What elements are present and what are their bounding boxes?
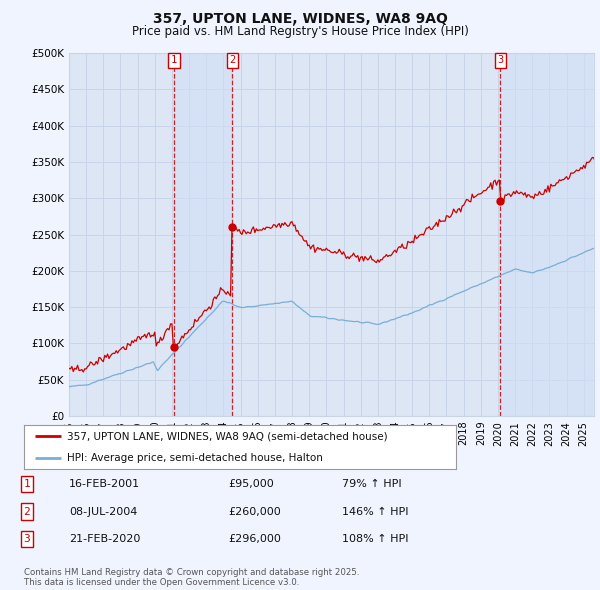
Text: 357, UPTON LANE, WIDNES, WA8 9AQ (semi-detached house): 357, UPTON LANE, WIDNES, WA8 9AQ (semi-d… [67,431,388,441]
Text: HPI: Average price, semi-detached house, Halton: HPI: Average price, semi-detached house,… [67,453,323,463]
Text: 3: 3 [23,535,31,544]
Text: 1: 1 [23,479,31,489]
Text: Price paid vs. HM Land Registry's House Price Index (HPI): Price paid vs. HM Land Registry's House … [131,25,469,38]
Text: 16-FEB-2001: 16-FEB-2001 [69,479,140,489]
Text: 146% ↑ HPI: 146% ↑ HPI [342,507,409,516]
Text: 108% ↑ HPI: 108% ↑ HPI [342,535,409,544]
Text: £296,000: £296,000 [228,535,281,544]
Text: 3: 3 [497,55,503,65]
Text: 08-JUL-2004: 08-JUL-2004 [69,507,137,516]
Text: 357, UPTON LANE, WIDNES, WA8 9AQ: 357, UPTON LANE, WIDNES, WA8 9AQ [152,12,448,26]
Bar [174,53,232,416]
Text: Contains HM Land Registry data © Crown copyright and database right 2025.
This d: Contains HM Land Registry data © Crown c… [24,568,359,587]
Text: 79% ↑ HPI: 79% ↑ HPI [342,479,401,489]
Text: 21-FEB-2020: 21-FEB-2020 [69,535,140,544]
Text: £260,000: £260,000 [228,507,281,516]
Text: 2: 2 [229,55,235,65]
Text: 1: 1 [171,55,177,65]
Text: 2: 2 [23,507,31,516]
Bar [500,53,592,416]
Text: £95,000: £95,000 [228,479,274,489]
